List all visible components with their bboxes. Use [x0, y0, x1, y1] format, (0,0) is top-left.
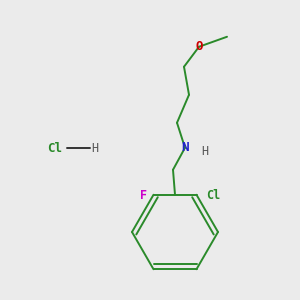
- Text: H: H: [92, 142, 99, 154]
- Text: F: F: [140, 189, 147, 202]
- Text: H: H: [201, 145, 208, 158]
- Text: O: O: [195, 40, 203, 53]
- Text: Cl: Cl: [206, 189, 220, 202]
- Text: Cl: Cl: [47, 142, 62, 154]
- Text: N: N: [181, 141, 189, 154]
